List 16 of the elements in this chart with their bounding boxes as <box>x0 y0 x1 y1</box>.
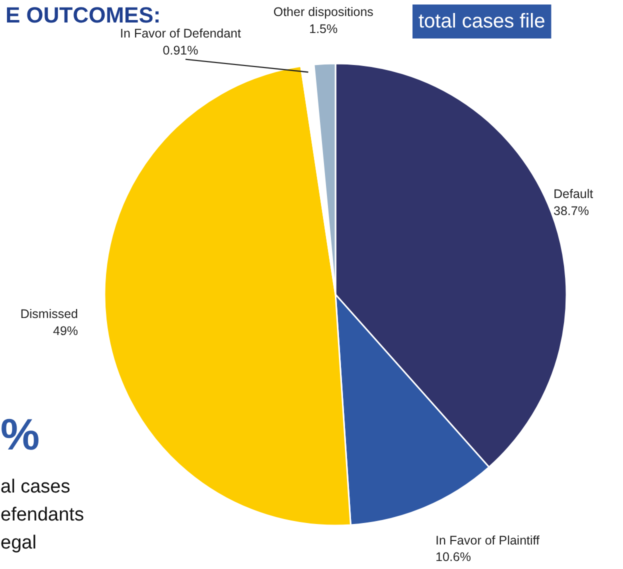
chart-title: E OUTCOMES: <box>6 2 161 28</box>
text: efendants <box>0 504 84 526</box>
slice-label: In Favor of Plaintiff <box>436 533 540 548</box>
text: al cases <box>0 476 70 498</box>
data-label: 38.7% <box>554 204 589 218</box>
data-label: 1.5% <box>309 22 338 36</box>
slice-label: In Favor of Defendant <box>120 26 242 40</box>
slice-label: Dismissed <box>20 307 78 322</box>
text: egal <box>0 532 36 554</box>
data-label: 49% <box>52 324 78 338</box>
text: total cases file <box>418 10 546 32</box>
slice-label: Default <box>554 186 594 201</box>
data-label: 0.91% <box>162 43 198 58</box>
text: % <box>0 410 40 460</box>
slice-label: Other dispositions <box>273 4 374 19</box>
data-label: 10.6% <box>436 550 471 564</box>
